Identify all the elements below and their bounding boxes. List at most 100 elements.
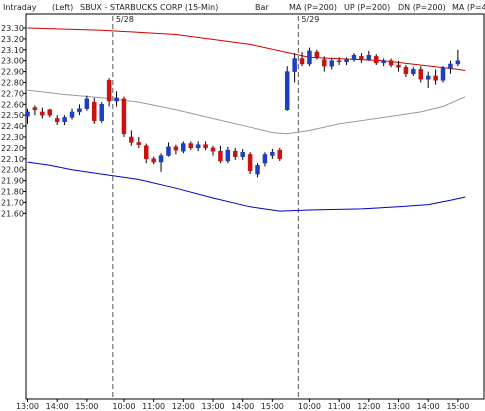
y-tick-label: 21.90 bbox=[1, 177, 24, 186]
candle-up bbox=[99, 102, 104, 123]
chart-header: Intraday (Left) SBUX - STARBUCKS CORP (1… bbox=[3, 3, 485, 12]
x-tick-label: 11:00 bbox=[142, 402, 165, 411]
x-tick-label: 15:00 bbox=[446, 402, 469, 411]
x-tick-label: 14:00 bbox=[417, 402, 440, 411]
candle-body bbox=[233, 150, 238, 157]
y-tick-label: 21.80 bbox=[1, 188, 24, 197]
y-tick-label: 22.70 bbox=[1, 89, 24, 98]
candle-body bbox=[381, 60, 386, 64]
y-tick-label: 22.10 bbox=[1, 155, 24, 164]
candle-body bbox=[344, 59, 349, 63]
candle-body bbox=[299, 58, 305, 65]
x-tick-label: 14:00 bbox=[231, 402, 254, 411]
candle-body bbox=[77, 108, 82, 113]
candle-body bbox=[418, 69, 424, 80]
candle-body bbox=[173, 146, 179, 151]
candle-body bbox=[129, 136, 134, 143]
x-tick-label: 11:00 bbox=[328, 402, 351, 411]
candle-up bbox=[411, 67, 416, 76]
candle-body bbox=[277, 149, 283, 160]
candle-up bbox=[84, 95, 90, 111]
candle-down bbox=[336, 57, 342, 66]
candle-up bbox=[381, 58, 386, 67]
candle-body bbox=[121, 98, 127, 134]
candle-body bbox=[40, 111, 45, 116]
y-tick-label: 22.20 bbox=[1, 144, 24, 153]
candle-body bbox=[62, 117, 67, 122]
candle-down bbox=[47, 108, 53, 118]
candle-up bbox=[69, 108, 75, 120]
candle-up bbox=[270, 148, 275, 159]
candle-down bbox=[322, 56, 327, 72]
x-tick-label: 14:00 bbox=[46, 402, 69, 411]
legend-dn200: DN (P=200) bbox=[398, 3, 446, 12]
candle-down bbox=[233, 147, 238, 160]
x-tick-label: 12:00 bbox=[172, 402, 195, 411]
candle-up bbox=[440, 66, 446, 83]
candle-up bbox=[425, 71, 431, 88]
candle-down bbox=[218, 145, 223, 164]
candle-body bbox=[270, 152, 275, 156]
candle-body bbox=[32, 107, 38, 110]
candle-body bbox=[158, 155, 164, 163]
candle-body bbox=[396, 64, 401, 68]
candle-down bbox=[173, 144, 179, 155]
candle-body bbox=[262, 154, 268, 164]
candle-body bbox=[210, 147, 216, 152]
candle-down bbox=[92, 97, 97, 124]
candle-body bbox=[351, 55, 357, 60]
candle-body bbox=[203, 144, 208, 149]
header-symbol-title: SBUX - STARBUCKS CORP (15-Min) bbox=[80, 3, 218, 12]
candle-down bbox=[54, 115, 60, 126]
candle-up bbox=[62, 115, 67, 126]
candle-body bbox=[336, 60, 342, 63]
x-tick-label: 13:00 bbox=[16, 402, 39, 411]
candle-body bbox=[114, 97, 119, 102]
candle-down bbox=[203, 141, 208, 151]
candle-body bbox=[403, 66, 409, 75]
y-tick-label: 22.60 bbox=[1, 100, 24, 109]
candle-body bbox=[307, 50, 312, 65]
x-tick-label: 15:00 bbox=[75, 402, 98, 411]
x-tick-label: 10:00 bbox=[298, 402, 321, 411]
session-markers: 5/28 5/29 bbox=[112, 15, 319, 399]
candle-down bbox=[388, 58, 394, 68]
candle-body bbox=[284, 71, 290, 110]
candle-body bbox=[322, 59, 327, 67]
candle-up bbox=[240, 148, 245, 160]
candle-up bbox=[455, 49, 461, 67]
candle-up bbox=[366, 50, 372, 61]
candle-up bbox=[329, 57, 334, 70]
y-tick-label: 22.80 bbox=[1, 79, 24, 88]
candle-body bbox=[240, 152, 245, 157]
header-mode: Intraday bbox=[3, 3, 37, 12]
candle-body bbox=[366, 55, 372, 60]
session-date-label: 5/29 bbox=[301, 15, 319, 24]
candle-body bbox=[143, 145, 149, 160]
candle-body bbox=[188, 143, 193, 149]
candle-body bbox=[373, 56, 379, 64]
candle-body bbox=[448, 63, 453, 69]
candle-down bbox=[314, 49, 320, 60]
candle-body bbox=[255, 165, 260, 175]
candle-body bbox=[92, 101, 97, 121]
candle-up bbox=[284, 66, 290, 111]
x-tick-label: 13:00 bbox=[201, 402, 224, 411]
candle-down bbox=[188, 141, 193, 151]
candle-body bbox=[25, 111, 30, 117]
candle-down bbox=[40, 107, 45, 119]
candle-body bbox=[47, 109, 53, 116]
y-tick-label: 22.00 bbox=[1, 166, 24, 175]
candle-body bbox=[166, 146, 171, 156]
y-tick-label: 22.30 bbox=[1, 133, 24, 142]
candle-body bbox=[151, 158, 156, 163]
candle-body bbox=[292, 58, 297, 72]
candle-up bbox=[351, 53, 357, 62]
candle-body bbox=[225, 149, 231, 162]
legend-ma200: MA (P=200) bbox=[289, 3, 337, 12]
candle-body bbox=[425, 75, 431, 80]
candle-up bbox=[255, 163, 260, 178]
y-tick-label: 22.40 bbox=[1, 122, 24, 131]
candle-down bbox=[403, 65, 409, 78]
candle-down bbox=[418, 66, 424, 83]
